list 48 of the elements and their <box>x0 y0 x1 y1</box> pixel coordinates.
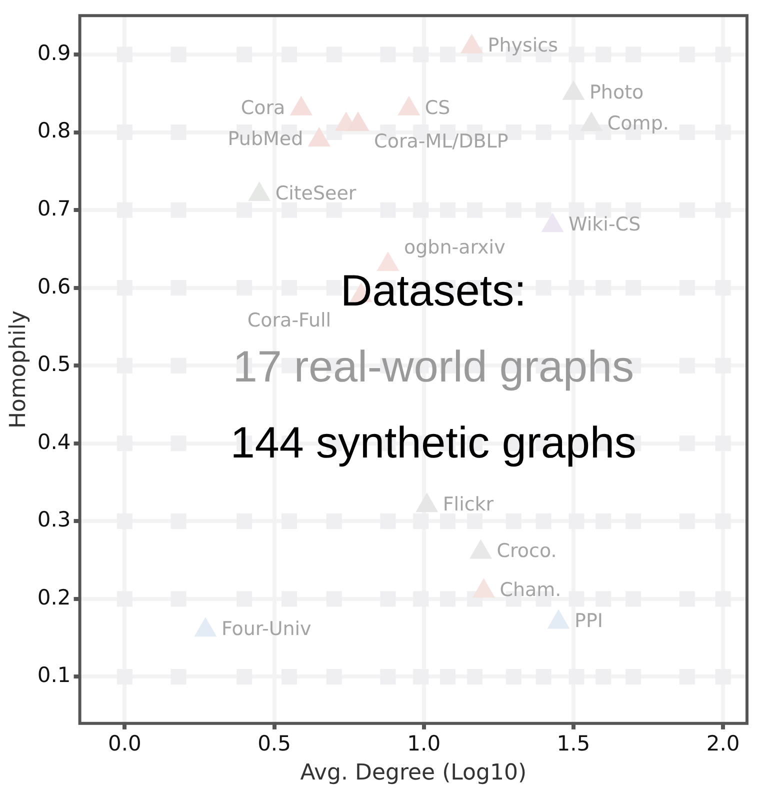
y-tick-label: 0.4 <box>37 430 71 454</box>
y-tick-label: 0.3 <box>37 508 71 532</box>
annotation: 17 real-world graphs <box>232 342 634 392</box>
annotation: ogbn-arxiv <box>404 236 506 258</box>
y-tick-label: 0.1 <box>37 663 71 688</box>
x-tick-label: 2.0 <box>706 731 740 756</box>
y-axis-title: Homophily <box>6 310 31 429</box>
y-tick-label: 0.2 <box>37 585 71 610</box>
point <box>376 251 400 271</box>
annotation: Cora-ML/DBLP <box>374 130 508 152</box>
y-tick-label: 0.6 <box>37 274 71 298</box>
annotation: Comp. <box>607 112 669 134</box>
y-tick-label: 0.7 <box>37 196 71 221</box>
y-tick-label: 0.9 <box>37 40 71 65</box>
annotation: Flickr <box>442 494 494 516</box>
annotation: Cham. <box>500 579 562 602</box>
annotation: Cora-Full <box>247 310 332 332</box>
point <box>547 609 570 629</box>
point <box>562 80 585 100</box>
point <box>416 492 438 512</box>
x-tick-label: 0.5 <box>258 731 291 756</box>
point <box>460 34 483 54</box>
point <box>580 111 603 131</box>
annotation: CiteSeer <box>275 182 356 204</box>
annotation: Datasets: <box>340 266 526 316</box>
point <box>541 212 564 232</box>
x-axis-title: Avg. Degree (Log10) <box>300 760 527 786</box>
annotation: Photo <box>589 81 644 104</box>
x-tick-label: 0.0 <box>108 731 142 756</box>
annotation: Cora <box>240 96 286 119</box>
y-tick-label: 0.5 <box>37 352 71 376</box>
annotation: PubMed <box>228 128 304 150</box>
annotation: 144 synthetic graphs <box>230 418 636 468</box>
y-tick-label: 0.8 <box>37 118 71 143</box>
point <box>194 617 217 637</box>
point <box>472 578 495 598</box>
point <box>398 96 420 116</box>
annotation: Croco. <box>496 540 557 562</box>
annotation: Physics <box>488 34 558 57</box>
x-tick-label: 1.0 <box>407 731 441 756</box>
annotation: Four-Univ <box>221 618 312 640</box>
point <box>248 181 271 201</box>
x-tick-label: 1.5 <box>556 731 590 756</box>
annotation: CS <box>424 96 450 119</box>
point <box>308 127 330 147</box>
annotation: PPI <box>574 610 604 632</box>
point <box>290 96 312 116</box>
annotation: Wiki-CS <box>568 214 641 236</box>
